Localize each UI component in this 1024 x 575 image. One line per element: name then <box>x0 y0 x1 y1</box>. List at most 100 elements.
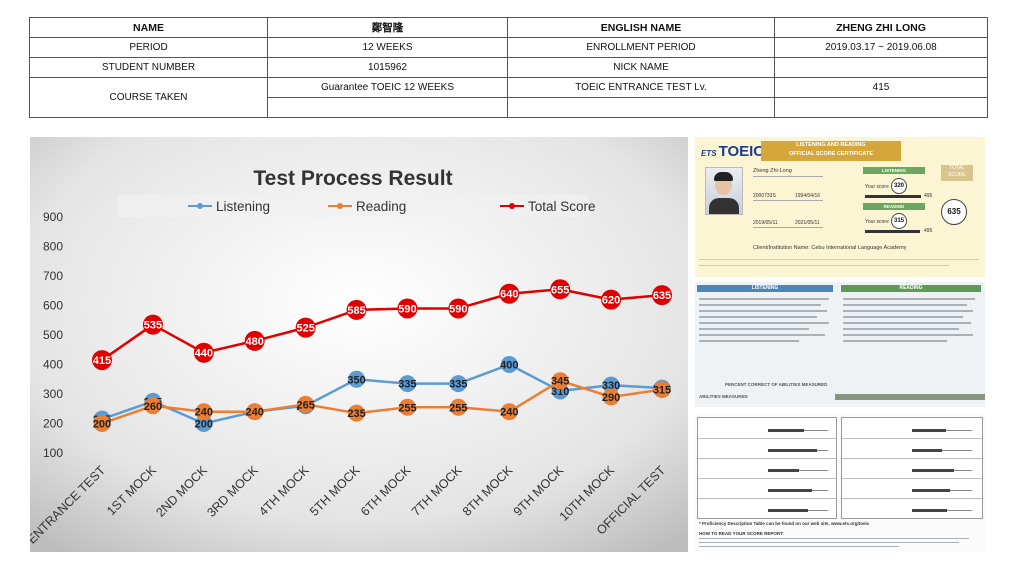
table-row: COURSE TAKEN Guarantee TOEIC 12 WEEKS TO… <box>29 77 988 118</box>
data-point <box>601 289 622 310</box>
percent-bar <box>912 489 950 492</box>
data-point <box>448 298 469 319</box>
candidate-name: Zheng Zhi-Long <box>753 168 792 174</box>
reading-score-bar <box>865 230 920 233</box>
text-line <box>699 538 969 539</box>
listening-score-circle: 320 <box>891 178 907 194</box>
your-score-listening: Your score <box>865 184 889 190</box>
data-label: 335 <box>449 379 467 391</box>
data-label: 655 <box>551 284 569 296</box>
text-line <box>699 298 829 300</box>
percent-bar <box>912 449 942 452</box>
y-tick-label: 100 <box>43 446 63 460</box>
data-label: 480 <box>246 336 264 348</box>
data-label: 200 <box>195 419 213 431</box>
plot-area: 2152752002402603503353354003103303202002… <box>92 279 672 432</box>
student-number-label: STUDENT NUMBER <box>29 57 268 78</box>
legend-marker <box>509 203 515 209</box>
y-tick-label: 600 <box>43 299 63 313</box>
y-tick-label: 900 <box>43 210 63 224</box>
data-point <box>500 356 518 373</box>
text-line <box>699 316 817 318</box>
data-point <box>551 372 569 390</box>
data-label: 240 <box>246 407 264 419</box>
text-line <box>843 340 947 342</box>
y-tick-label: 300 <box>43 387 63 401</box>
data-point <box>142 314 163 335</box>
data-point <box>195 415 213 432</box>
empty-cell <box>507 97 775 118</box>
text-line <box>843 322 971 324</box>
abilities-measured-label: ABILITIES MEASURED <box>699 394 748 399</box>
listening-abilities-grid <box>697 417 837 519</box>
y-tick-label: 400 <box>43 358 63 372</box>
course-taken-value: Guarantee TOEIC 12 WEEKS <box>267 77 508 98</box>
legend-background <box>118 195 588 217</box>
data-point <box>449 398 467 416</box>
table-row: PERIOD 12 WEEKS ENROLLMENT PERIOD 2019.0… <box>29 37 988 58</box>
data-label: 635 <box>653 290 671 302</box>
divider <box>753 227 823 228</box>
student-number-value: 1015962 <box>267 57 508 78</box>
data-point <box>602 376 620 394</box>
institution-name: Client/Institution Name: Cebu Internatio… <box>753 245 907 251</box>
grid-line <box>842 478 982 479</box>
chart-svg: Test Process Result Listening Reading Tota… <box>30 137 688 552</box>
data-point <box>398 375 416 393</box>
chart-legend: Listening Reading Total Score <box>188 199 596 214</box>
y-tick-label: 700 <box>43 269 63 283</box>
test-date: 2019/05/11 <box>753 220 778 226</box>
test-process-chart: Test Process Result Listening Reading Tota… <box>30 137 688 552</box>
data-label: 640 <box>500 289 518 301</box>
id-number: 2000733S <box>753 193 776 199</box>
certificate-heading: LISTENING AND READING <box>796 142 866 148</box>
percent-bar <box>912 509 947 512</box>
data-point <box>348 370 366 388</box>
enrollment-period-value: 2019.03.17 ~ 2019.06.08 <box>774 37 988 58</box>
empty-cell <box>267 97 508 118</box>
reading-label-bar: READING <box>863 203 925 210</box>
total-score-label-box: TOTAL SCORE <box>941 165 973 181</box>
y-tick-label: 500 <box>43 328 63 342</box>
percent-bar <box>768 509 808 512</box>
grid-line <box>842 458 982 459</box>
reading-scale-max: 495 <box>924 228 933 234</box>
data-label: 620 <box>602 295 620 307</box>
listening-section-header: LISTENING <box>697 285 833 292</box>
data-point <box>193 342 214 363</box>
proficiency-note: * Proficiency Description Table can be f… <box>699 521 870 526</box>
data-label: 310 <box>551 386 569 398</box>
data-label: 240 <box>500 407 518 419</box>
reading-score-circle: 315 <box>891 213 907 229</box>
candidate-photo <box>705 167 743 215</box>
enrollment-period-label: ENROLLMENT PERIOD <box>507 37 775 58</box>
text-line <box>699 310 827 312</box>
text-line <box>699 322 829 324</box>
legend-label: Total Score <box>528 199 596 214</box>
data-point <box>499 283 520 304</box>
data-point <box>346 299 367 320</box>
reading-section-header: READING <box>841 285 981 292</box>
english-name-label: ENGLISH NAME <box>507 17 775 38</box>
entrance-level-value: 415 <box>774 77 988 98</box>
text-line <box>699 328 809 330</box>
nick-name-label: NICK NAME <box>507 57 775 78</box>
data-point <box>246 403 264 421</box>
data-label: 525 <box>296 323 314 335</box>
valid-date: 2021/05/11 <box>795 220 820 226</box>
data-point <box>500 403 518 421</box>
percent-scale <box>912 450 972 451</box>
toeic-logo: ETS TOEIC <box>701 143 764 160</box>
percent-bar <box>768 449 817 452</box>
percent-bar <box>912 469 954 472</box>
text-line <box>699 304 821 306</box>
abilities-grid-section: * Proficiency Description Table can be f… <box>695 415 985 552</box>
percent-bar <box>768 469 799 472</box>
toeic-logo-text: TOEIC <box>718 143 765 160</box>
name-label: NAME <box>29 17 268 38</box>
data-label: 315 <box>653 385 671 397</box>
y-tick-label: 200 <box>43 417 63 431</box>
legend-marker <box>337 203 343 209</box>
score-certificate-image: ETS TOEIC LISTENING AND READING OFFICIAL … <box>695 137 985 552</box>
data-label: 265 <box>296 399 314 411</box>
